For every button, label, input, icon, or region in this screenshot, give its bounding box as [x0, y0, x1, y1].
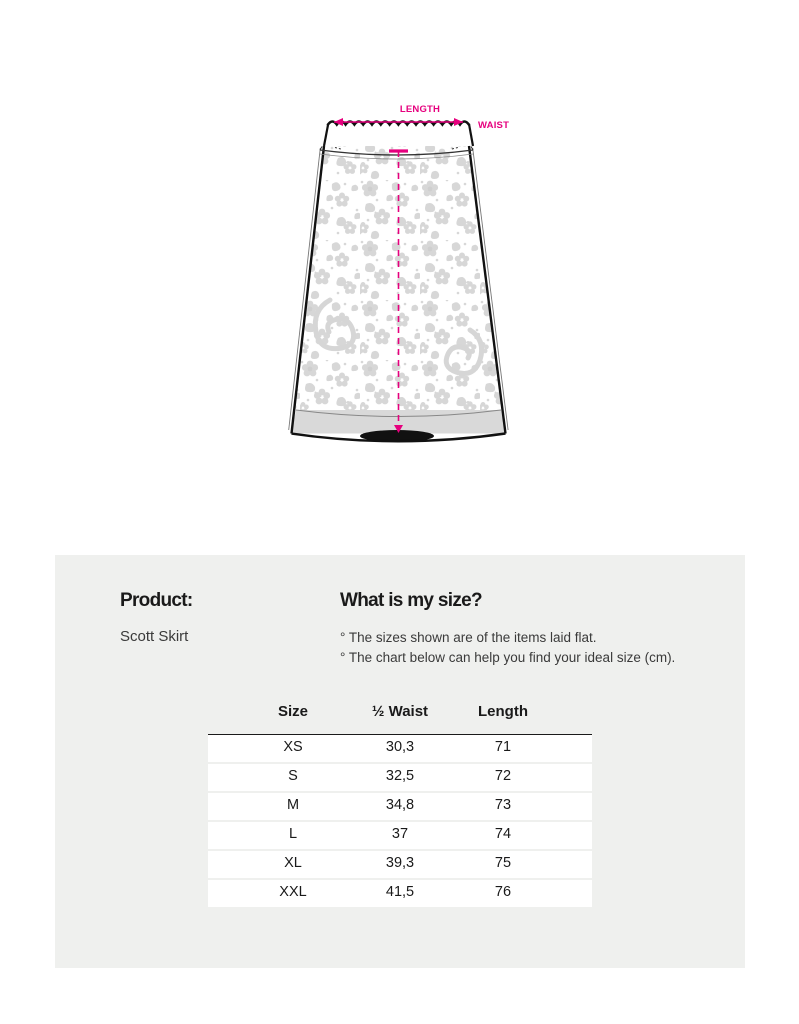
svg-text:WAIST: WAIST [478, 120, 509, 131]
svg-text:LENGTH: LENGTH [400, 104, 440, 115]
